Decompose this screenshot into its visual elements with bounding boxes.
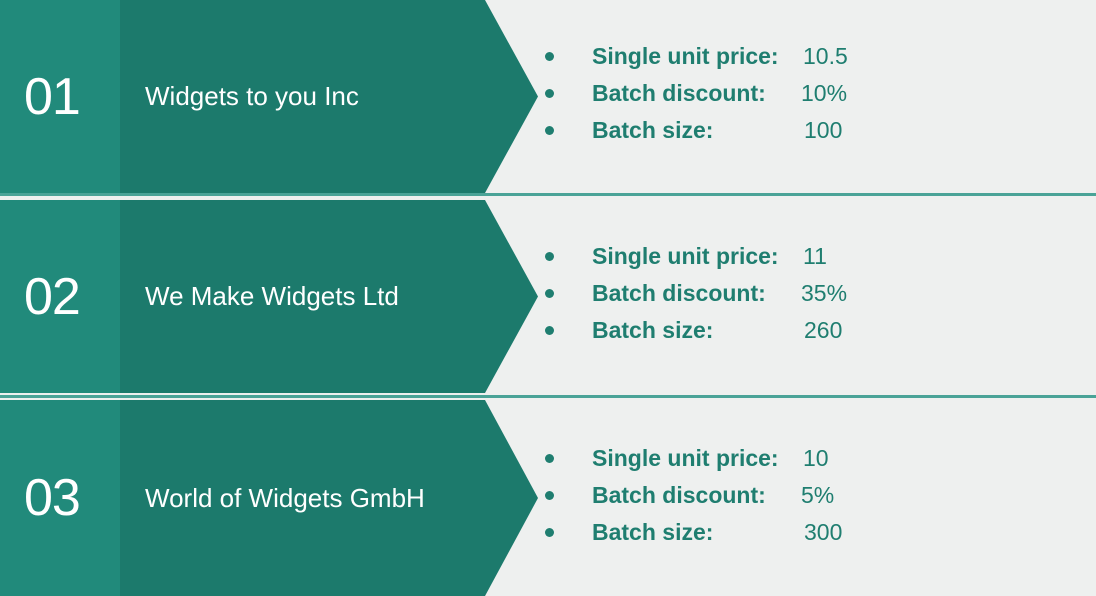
row-separator <box>0 395 1096 398</box>
supplier-name: We Make Widgets Ltd <box>145 281 399 311</box>
detail-value: 10.5 <box>803 43 848 69</box>
bullet-icon <box>545 528 554 537</box>
bullet-icon <box>545 52 554 61</box>
supplier-row-3: 03 World of Widgets GmbH Single unit pri… <box>0 400 1096 596</box>
bullet-icon <box>545 89 554 98</box>
detail-label: Single unit price: <box>592 445 779 471</box>
supplier-name: World of Widgets GmbH <box>145 482 425 513</box>
supplier-number: 02 <box>24 267 81 326</box>
bullet-icon <box>545 491 554 500</box>
detail-value: 35% <box>801 280 848 306</box>
number-block <box>0 0 120 193</box>
detail-label: Batch discount: <box>592 280 766 306</box>
detail-label: Single unit price: <box>592 243 779 269</box>
bullet-icon <box>545 252 554 261</box>
bullet-icon <box>545 454 554 463</box>
detail-value: 300 <box>804 519 843 545</box>
row-separator <box>0 193 1096 196</box>
chevron-arrow <box>120 200 538 393</box>
detail-value: 100 <box>804 117 843 143</box>
detail-value: 10 <box>803 445 829 471</box>
supplier-row-2: 02 We Make Widgets Ltd Single unit price… <box>0 200 1096 393</box>
detail-label: Batch discount: <box>592 80 766 106</box>
detail-value: 5% <box>801 482 835 508</box>
detail-value: 10% <box>801 80 848 106</box>
supplier-name: Widgets to you Inc <box>145 81 359 111</box>
bullet-icon <box>545 326 554 335</box>
detail-label: Batch size: <box>592 117 714 143</box>
detail-label: Batch size: <box>592 519 714 545</box>
detail-value: 260 <box>804 317 843 343</box>
detail-label: Batch size: <box>592 317 714 343</box>
supplier-number: 03 <box>24 469 81 527</box>
detail-label: Batch discount: <box>592 482 766 508</box>
number-block <box>0 400 120 596</box>
number-block <box>0 200 120 393</box>
supplier-row-1: 01 Widgets to you Inc Single unit price:… <box>0 0 1096 193</box>
detail-label: Single unit price: <box>592 43 779 69</box>
bullet-icon <box>545 126 554 135</box>
chevron-arrow <box>120 0 538 193</box>
detail-value: 11 <box>803 243 827 269</box>
chevron-arrow <box>120 400 538 596</box>
supplier-number: 01 <box>24 67 81 126</box>
bullet-icon <box>545 289 554 298</box>
